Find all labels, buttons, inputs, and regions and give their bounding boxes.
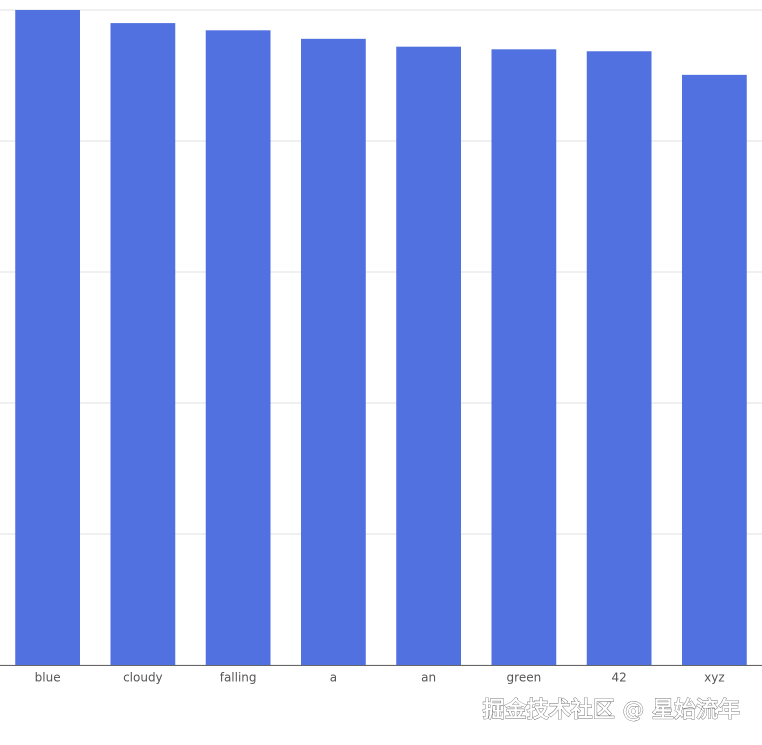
x-tick-label: falling xyxy=(220,671,257,685)
bar xyxy=(491,49,557,666)
x-tick-label: green xyxy=(507,671,542,685)
bar xyxy=(15,10,81,665)
bar xyxy=(396,46,462,666)
x-tick-label: an xyxy=(421,671,436,685)
x-tick-label: blue xyxy=(35,671,61,685)
bar xyxy=(586,51,652,665)
x-tick-label: a xyxy=(330,671,337,685)
bar xyxy=(205,30,271,666)
bar xyxy=(681,74,747,666)
x-tick-label: cloudy xyxy=(123,671,163,685)
bar xyxy=(300,38,366,665)
x-tick-label: 42 xyxy=(611,671,626,685)
x-tick-label: xyz xyxy=(704,671,725,685)
bar xyxy=(110,23,176,666)
watermark: 掘金技术社区 @ 星始流年 xyxy=(483,697,740,723)
